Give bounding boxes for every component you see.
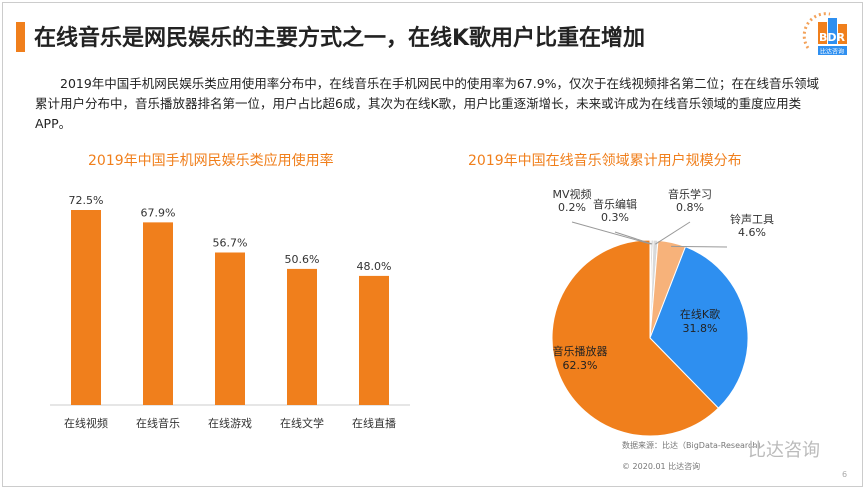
leader-line xyxy=(614,231,653,245)
slice-value: 0.2% xyxy=(558,201,586,214)
slice-value: 31.8% xyxy=(683,322,718,335)
bar-value-label: 50.6% xyxy=(285,253,320,266)
pie-slice xyxy=(551,239,720,437)
category-label: 在线音乐 xyxy=(136,416,180,430)
svg-text:比达咨询: 比达咨询 xyxy=(820,48,844,56)
category-label: 在线文学 xyxy=(280,416,324,430)
bar xyxy=(215,252,245,405)
bar-value-label: 67.9% xyxy=(141,206,176,219)
category-label: 在线直播 xyxy=(352,416,396,430)
slice-name: MV视频 xyxy=(552,187,591,201)
slice-name: 在线K歌 xyxy=(680,307,720,321)
slice-name: 音乐播放器 xyxy=(553,344,608,358)
slice-value: 0.8% xyxy=(676,201,704,214)
page-title: 在线音乐是网民娱乐的主要方式之一，在线K歌用户比重在增加 xyxy=(34,26,646,51)
leader-line xyxy=(655,221,691,245)
bdr-logo: BDR 比达咨询 xyxy=(802,12,847,56)
pie-chart-title: 2019年中国在线音乐领域累计用户规模分布 xyxy=(468,153,742,169)
title-accent xyxy=(16,22,25,52)
bar xyxy=(71,210,101,405)
bar xyxy=(143,222,173,405)
bar-value-label: 72.5% xyxy=(69,194,104,207)
leader-line xyxy=(671,245,728,248)
bar xyxy=(359,275,389,405)
category-label: 在线视频 xyxy=(64,416,108,430)
pie-slice xyxy=(649,246,749,409)
category-label: 在线游戏 xyxy=(208,416,252,430)
slice-name: 铃声工具 xyxy=(730,212,774,226)
bar-value-label: 48.0% xyxy=(357,260,392,273)
leader-line xyxy=(571,221,651,245)
bar-chart: 72.5% 在线视频 67.9% 在线音乐 56.7% 在线游戏 50.6% 在线文学 48.0… xyxy=(50,194,410,430)
summary-paragraph: 2019年中国手机网民娱乐类应用使用率分布中，在线音乐在手机网民中的使用率为67… xyxy=(35,76,820,131)
bar xyxy=(287,268,317,405)
copyright: © 2020.01 比达咨询 xyxy=(622,462,701,471)
svg-text:BDR: BDR xyxy=(819,31,846,44)
slice-name: 音乐学习 xyxy=(668,187,712,201)
slice-value: 0.3% xyxy=(601,211,629,224)
slice-value: 4.6% xyxy=(738,226,766,239)
page-number: 6 xyxy=(842,470,848,479)
slice-value: 62.3% xyxy=(563,359,598,372)
bar-value-label: 56.7% xyxy=(213,236,248,249)
slice-name: 音乐编辑 xyxy=(593,197,637,211)
data-source: 数据来源：比达（BigData-Research） xyxy=(622,441,766,450)
watermark: 比达咨询 xyxy=(748,440,820,461)
bar-chart-title: 2019年中国手机网民娱乐类应用使用率 xyxy=(88,153,334,169)
